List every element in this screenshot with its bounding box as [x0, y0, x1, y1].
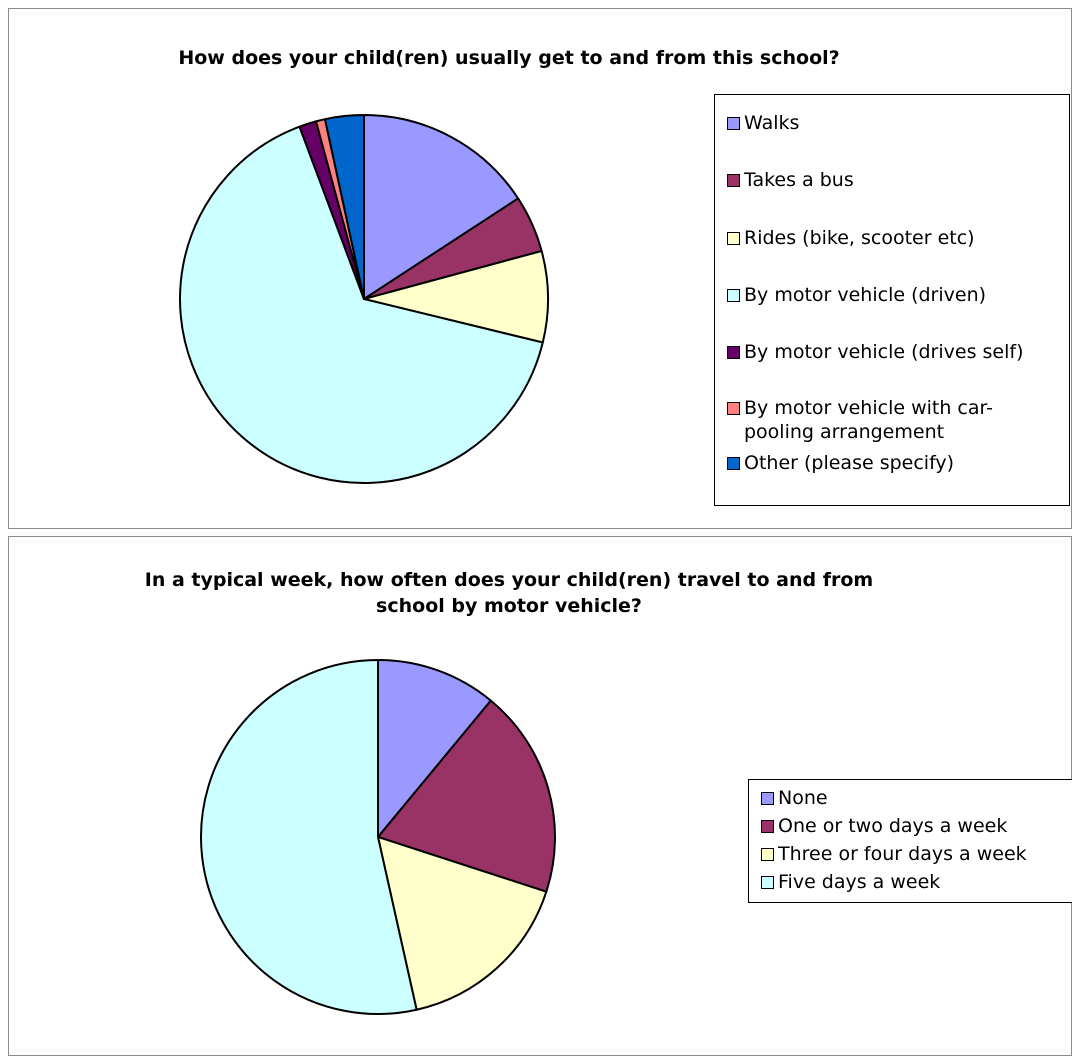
legend-label: One or two days a week [778, 815, 1008, 837]
legend-item-bus: Takes a bus [727, 168, 854, 192]
legend-item-drives-self: By motor vehicle (drives self) [727, 340, 1024, 364]
legend-item-three-four: Three or four days a week [761, 842, 1027, 866]
legend-swatch [727, 232, 740, 245]
legend-item-carpool: By motor vehicle with car- pooling arran… [727, 396, 993, 444]
legend-label: Five days a week [778, 871, 941, 893]
legend-swatch [761, 876, 774, 889]
legend-swatch [761, 792, 774, 805]
pie-slice-three-or-four-days-a-week [377, 836, 548, 1011]
legend-label: Other (please specify) [744, 452, 955, 474]
chart-title: In a typical week, how often does your c… [9, 567, 1009, 619]
pie-slice-rides-bike-scooter-etc [363, 250, 549, 344]
chart-panel-travel-mode: How does your child(ren) usually get to … [8, 8, 1072, 529]
legend-label-line-1: By motor vehicle with car- [744, 397, 993, 419]
legend-label: None [778, 787, 828, 809]
pie-slice-none [377, 659, 492, 838]
legend-item-walks: Walks [727, 111, 799, 135]
pie-slice-by-motor-vehicle-driven [179, 125, 544, 484]
legend-label-line-2: pooling arrangement [744, 421, 945, 443]
legend-swatch [727, 174, 740, 187]
legend-swatch [761, 820, 774, 833]
legend-item-five: Five days a week [761, 870, 940, 894]
chart-title: How does your child(ren) usually get to … [178, 47, 840, 69]
legend-swatch [727, 402, 740, 415]
pie-chart-motor-frequency [200, 659, 556, 1015]
chart-title-line-1: In a typical week, how often does your c… [144, 569, 874, 591]
legend-label: By motor vehicle with car- pooling arran… [744, 396, 993, 444]
legend-swatch [727, 346, 740, 359]
legend-swatch [727, 117, 740, 130]
legend-label: Rides (bike, scooter etc) [744, 227, 975, 249]
legend-item-one-two: One or two days a week [761, 814, 1007, 838]
legend-swatch [761, 848, 774, 861]
pie-slice-five-days-a-week [200, 659, 418, 1015]
pie-chart-travel-mode [179, 114, 549, 484]
legend-swatch [727, 289, 740, 302]
legend-label: By motor vehicle (driven) [744, 284, 987, 306]
legend-item-driven: By motor vehicle (driven) [727, 283, 986, 307]
legend-swatch [727, 457, 740, 470]
legend-label: Walks [744, 112, 800, 134]
legend-label: By motor vehicle (drives self) [744, 341, 1024, 363]
pie-slice-one-or-two-days-a-week [377, 699, 556, 893]
chart-legend: None One or two days a week Three or fou… [748, 779, 1072, 903]
pie-slice-other-please-specify [323, 114, 365, 300]
chart-legend: Walks Takes a bus Rides (bike, scooter e… [714, 94, 1070, 506]
legend-item-none: None [761, 786, 828, 810]
legend-label: Takes a bus [744, 169, 854, 191]
legend-item-other: Other (please specify) [727, 451, 954, 475]
chart-title-line-2: school by motor vehicle? [376, 595, 642, 617]
legend-label: Three or four days a week [778, 843, 1027, 865]
chart-panel-motor-frequency: In a typical week, how often does your c… [8, 536, 1072, 1056]
legend-item-rides: Rides (bike, scooter etc) [727, 226, 975, 250]
pie-slice-walks [363, 114, 520, 300]
